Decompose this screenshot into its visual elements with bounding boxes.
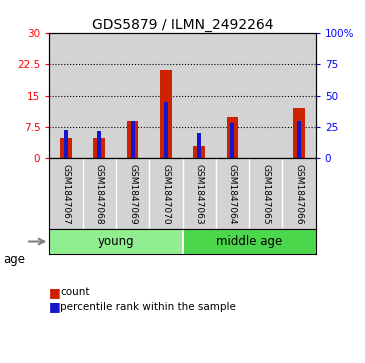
- Bar: [149, 33, 182, 159]
- Text: GSM1847070: GSM1847070: [161, 164, 170, 225]
- Text: GSM1847065: GSM1847065: [261, 164, 270, 225]
- Bar: [49, 33, 82, 159]
- Bar: [182, 33, 216, 159]
- Bar: [297, 121, 301, 159]
- Bar: [182, 159, 216, 229]
- Text: GSM1847066: GSM1847066: [295, 164, 304, 225]
- Text: count: count: [60, 287, 90, 297]
- Bar: [116, 159, 149, 229]
- Bar: [149, 159, 182, 229]
- Text: ■: ■: [49, 300, 61, 313]
- Bar: [64, 130, 68, 159]
- Bar: [283, 33, 316, 159]
- Bar: [160, 70, 172, 159]
- Bar: [82, 159, 116, 229]
- Bar: [49, 229, 182, 254]
- Bar: [260, 158, 272, 159]
- Bar: [127, 121, 138, 159]
- Bar: [249, 159, 283, 229]
- Bar: [93, 138, 105, 159]
- Text: GSM1847067: GSM1847067: [61, 164, 70, 225]
- Bar: [116, 33, 149, 159]
- Bar: [97, 131, 101, 159]
- Bar: [283, 159, 316, 229]
- Text: GSM1847064: GSM1847064: [228, 164, 237, 225]
- Text: percentile rank within the sample: percentile rank within the sample: [60, 302, 236, 312]
- Bar: [216, 159, 249, 229]
- Text: young: young: [97, 235, 134, 248]
- Bar: [197, 133, 201, 159]
- Title: GDS5879 / ILMN_2492264: GDS5879 / ILMN_2492264: [92, 18, 273, 32]
- Text: ■: ■: [49, 286, 61, 299]
- Bar: [182, 229, 316, 254]
- Bar: [216, 33, 249, 159]
- Text: age: age: [4, 253, 26, 266]
- Text: GSM1847068: GSM1847068: [95, 164, 104, 225]
- Bar: [227, 117, 238, 159]
- Bar: [60, 138, 72, 159]
- Text: GSM1847069: GSM1847069: [128, 164, 137, 225]
- Text: middle age: middle age: [216, 235, 282, 248]
- Text: GSM1847063: GSM1847063: [195, 164, 204, 225]
- Bar: [193, 146, 205, 159]
- Bar: [164, 102, 168, 159]
- Bar: [49, 159, 82, 229]
- Bar: [249, 33, 283, 159]
- Bar: [131, 121, 135, 159]
- Bar: [293, 108, 305, 159]
- Bar: [230, 123, 234, 159]
- Bar: [82, 33, 116, 159]
